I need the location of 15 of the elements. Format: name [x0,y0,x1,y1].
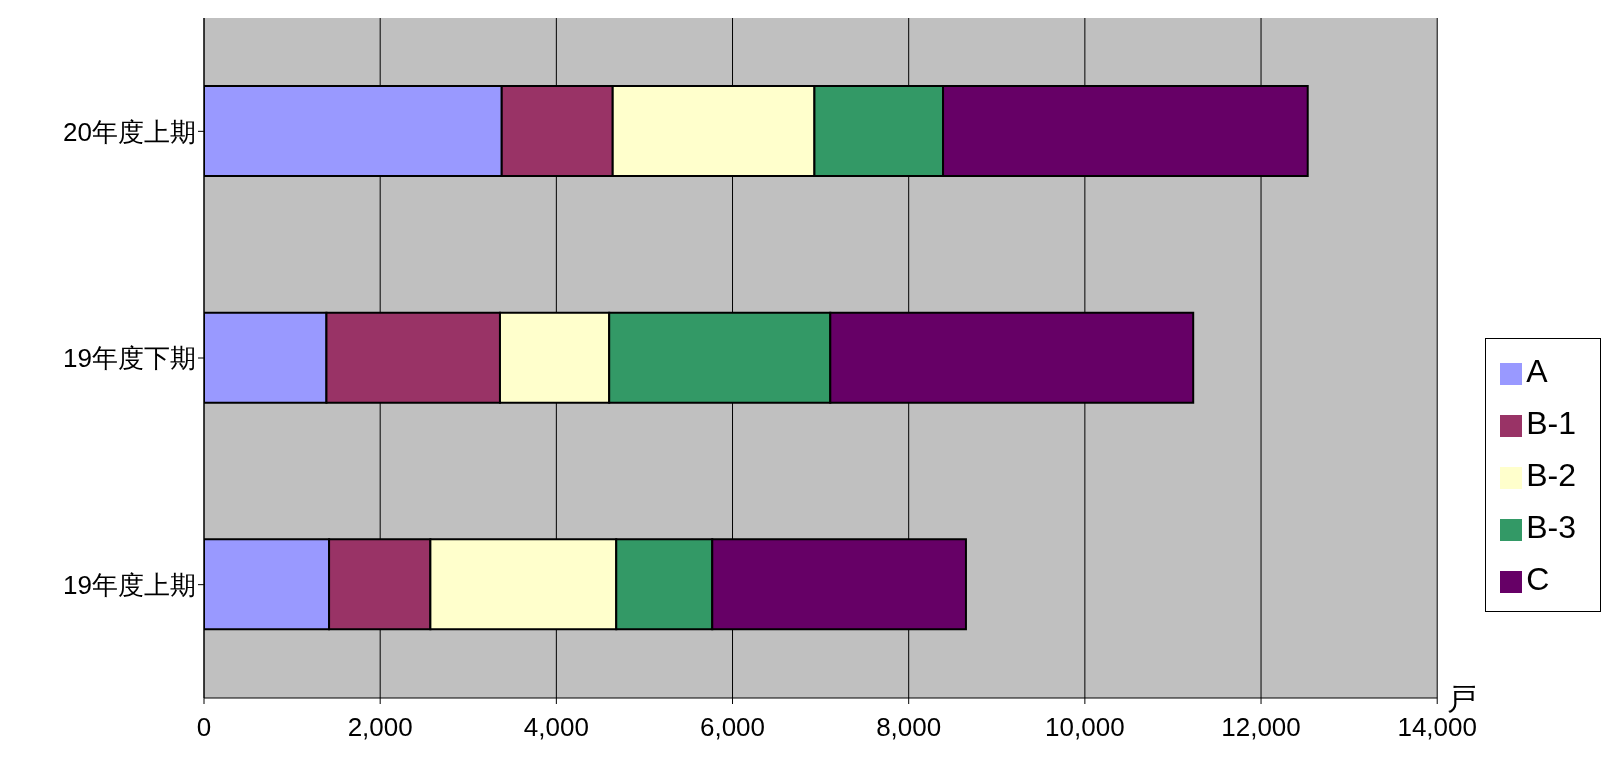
x-tick-label: 2,000 [347,712,413,743]
legend-label: C [1526,561,1550,597]
x-tick-label: 12,000 [1221,712,1301,743]
x-tick-label: 8,000 [876,712,942,743]
legend-label: B-2 [1526,457,1576,493]
legend-label: A [1526,353,1548,389]
x-tick-label: 0 [196,712,212,743]
x-tick-label: 6,000 [699,712,766,743]
legend-label: B-3 [1526,509,1576,545]
y-tick-label: 19年度上期 [63,569,196,600]
x-tick-label: 10,000 [1045,712,1125,743]
y-tick-label: 20年度上期 [63,116,196,147]
x-tick-label: 4,000 [523,712,589,743]
y-tick-label: 19年度下期 [63,343,196,374]
legend-label: B-1 [1526,405,1576,441]
